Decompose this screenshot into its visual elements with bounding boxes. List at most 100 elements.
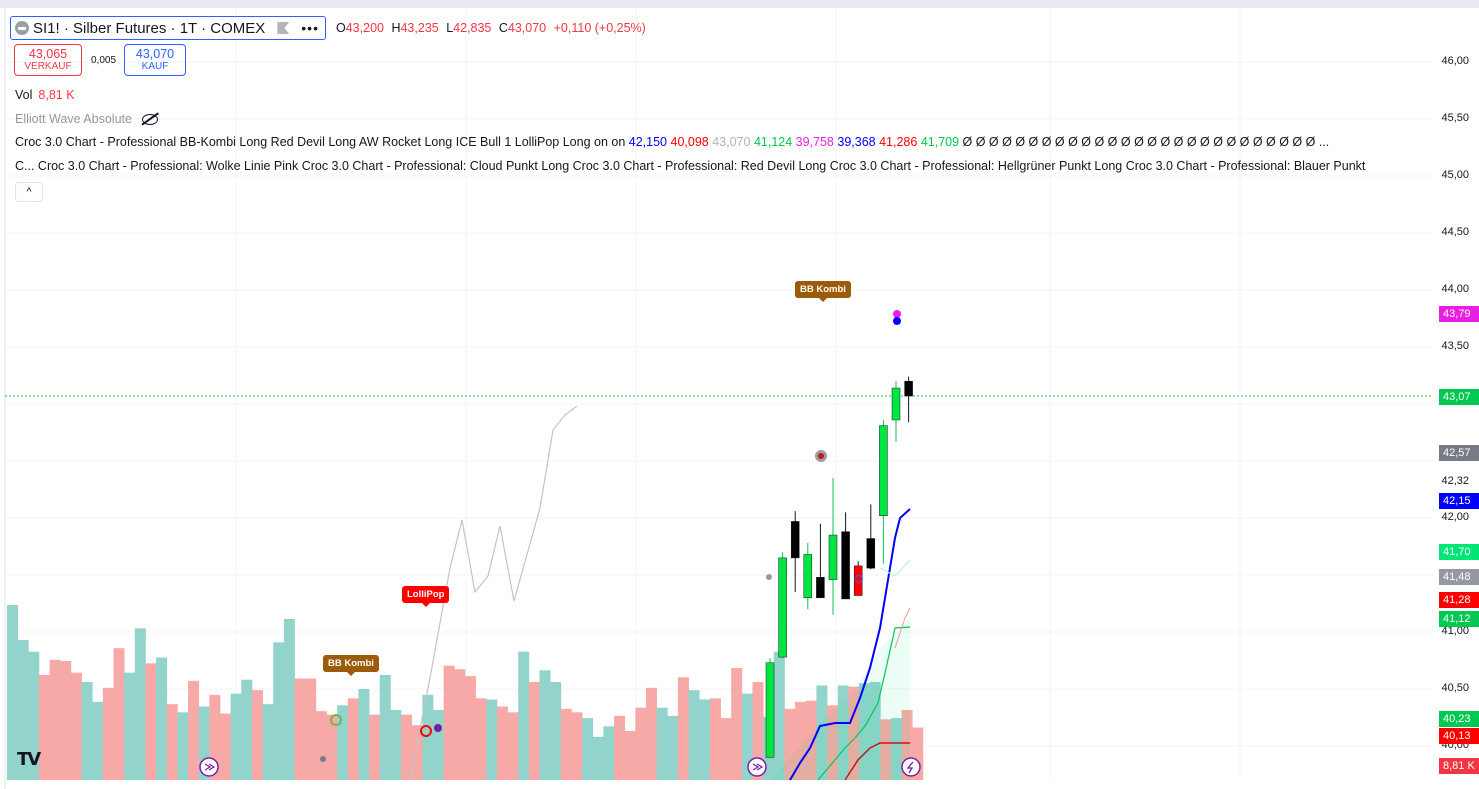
candle-body [879,425,888,516]
chart-badge[interactable]: BB Kombi [795,281,851,302]
volume-bar [113,648,125,780]
indicator-legend-1[interactable]: Croc 3.0 Chart - Professional BB-Kombi L… [15,135,1375,149]
volume-bar [816,685,828,780]
volume-legend[interactable]: Vol 8,81 K [15,88,75,102]
price-tag: 42,57 [1439,445,1479,461]
volume-bar [7,605,18,780]
volume-bar [305,678,317,780]
volume-bar [81,682,93,780]
indicator-1-value: 41,286 [879,135,921,149]
buy-button[interactable]: 43,070 KAUF [124,44,186,76]
sell-button[interactable]: 43,065 VERKAUF [14,44,82,76]
green-line [817,626,911,781]
blue-line [789,508,911,781]
volume-bar [102,687,114,780]
close-label: C [498,21,508,35]
symbol-selector[interactable]: SI1! · Silber Futures · 1T · COMEX ••• [10,16,326,40]
price-axis-label: 45,00 [1441,169,1469,181]
candle-body [891,387,901,421]
volume-bar [688,690,700,780]
hidden-eye-icon[interactable] [141,114,158,126]
volume-bar [433,710,444,780]
more-icon[interactable]: ••• [301,20,319,36]
volume-bar [624,731,636,780]
sell-label: VERKAUF [24,61,72,72]
chart-badge[interactable]: LolliPop [402,586,450,607]
cloud-area [770,618,910,780]
volume-bar [60,661,72,780]
price-chart[interactable] [0,8,1479,789]
price-axis-label: 42,00 [1441,511,1469,523]
volume-bar [188,680,200,780]
price-tag: 40,23 [1439,711,1479,727]
elliott-wave-legend[interactable]: Elliott Wave Absolute [15,112,158,126]
price-tag: 42,15 [1439,493,1479,509]
volume-bar [124,672,136,780]
indicator-legend-2[interactable]: C... Croc 3.0 Chart - Professional: Wolk… [15,159,1375,173]
volume-bar [496,706,508,780]
price-axis-label: 45,50 [1441,112,1469,124]
candle-body [904,380,913,397]
top-border [0,0,1479,8]
chart-badge[interactable]: BB Kombi [323,655,379,676]
volume-bar [198,706,210,780]
volume-bar [869,682,881,780]
open-label: O [336,21,346,35]
volume-bar [28,651,40,780]
volume-bar [220,713,231,780]
flag-icon[interactable] [277,22,290,34]
symbol-title: SI1! · Silber Futures · 1T · COMEX [33,19,266,37]
price-axis-label: 44,00 [1441,283,1469,295]
volume-bar [784,708,796,780]
volume-bar [560,708,572,780]
spread-value: 0,005 [91,55,117,66]
blue-ring-marker [855,575,863,583]
volume-bar [443,665,455,780]
volume-bar [837,685,849,780]
volume-bar [859,683,870,780]
volume-bar [315,711,327,780]
volume-bar [912,727,924,780]
volume-bar [890,718,902,780]
red-dot-marker [818,453,824,459]
gray-dot-marker [766,574,772,580]
volume-bar [390,710,402,780]
price-axis-label: 43,50 [1441,340,1469,352]
darkred-line [844,742,910,781]
lightning-event-icon[interactable] [901,757,921,777]
volume-bar [795,701,807,780]
volume-bar [337,705,349,780]
volume-bar [848,686,860,780]
lightning-icon [906,761,914,774]
buy-price: 43,070 [135,47,175,61]
volume-value: 8,81 K [38,88,75,102]
low-value: 42,835 [453,21,492,35]
candle-body [778,557,787,658]
volume-bar [294,678,306,780]
tradingview-logo[interactable]: TV [17,749,41,770]
volume-bar [635,707,647,780]
price-tag: 41,28 [1439,592,1479,608]
volume-bar [656,707,668,780]
volume-bar [166,704,178,780]
indicator-1-value: 43,070 [712,135,754,149]
indicator-1-value: 41,124 [753,135,796,149]
arrows-icon [204,763,216,771]
volume-bar [603,726,615,780]
volume-bar [38,675,50,780]
volume-bar [379,675,391,780]
volume-bar [411,725,423,780]
volume-bar [347,698,359,780]
volume-bar [550,682,562,780]
green-ring-marker [330,714,342,726]
volume-bar [741,693,753,780]
indicator-1-tail: Ø Ø Ø Ø Ø Ø Ø Ø Ø Ø Ø Ø Ø Ø Ø Ø Ø Ø Ø Ø … [962,135,1330,149]
candle-body [866,538,876,569]
volume-bar [528,682,540,780]
elliott-wave-label: Elliott Wave Absolute [15,112,132,126]
change-value: +0,110 (+0,25%) [553,21,646,35]
indicator-1-value: 39,758 [795,135,838,149]
collapse-legend-button[interactable]: ^ [15,182,43,202]
volume-bar [486,699,498,780]
volume-bar [901,710,913,780]
